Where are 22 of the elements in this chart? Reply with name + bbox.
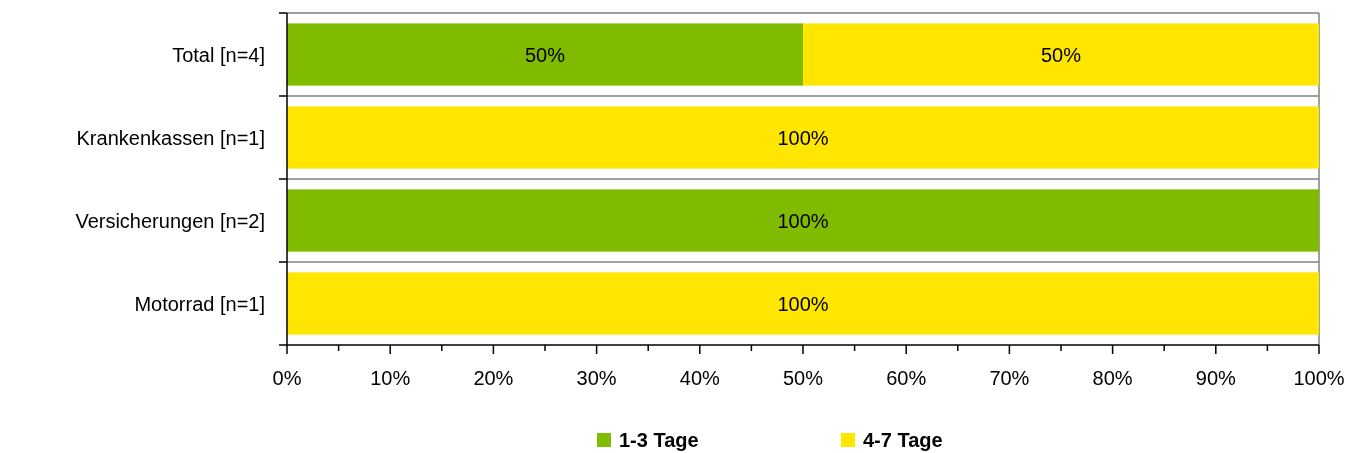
x-tick-label: 50% bbox=[782, 367, 824, 389]
data-label: 100% bbox=[777, 126, 829, 149]
data-label: 100% bbox=[777, 209, 829, 232]
x-tick-label: 80% bbox=[1092, 367, 1133, 389]
x-tick-label: 0% bbox=[272, 367, 302, 389]
data-label: 50% bbox=[524, 43, 566, 66]
y-tick-label: Total [n=4] bbox=[172, 43, 265, 66]
x-tick-label: 60% bbox=[886, 367, 927, 389]
x-tick-label: 30% bbox=[576, 367, 617, 389]
x-tick-label: 20% bbox=[473, 367, 514, 389]
data-label: 50% bbox=[1040, 43, 1082, 66]
legend-label: 4-7 Tage bbox=[863, 429, 943, 451]
legend-label: 1-3 Tage bbox=[619, 429, 699, 451]
x-tick-label: 70% bbox=[989, 367, 1030, 389]
y-tick-label: Krankenkassen [n=1] bbox=[76, 126, 265, 149]
x-tick-label: 10% bbox=[370, 367, 411, 389]
x-tick-label: 90% bbox=[1195, 367, 1237, 389]
y-tick-label: Motorrad [n=1] bbox=[134, 292, 265, 315]
y-tick-label: Versicherungen [n=2] bbox=[75, 209, 265, 232]
x-tick-label: 40% bbox=[679, 367, 721, 389]
data-label: 100% bbox=[777, 292, 829, 315]
x-tick-label: 100% bbox=[1293, 367, 1345, 389]
